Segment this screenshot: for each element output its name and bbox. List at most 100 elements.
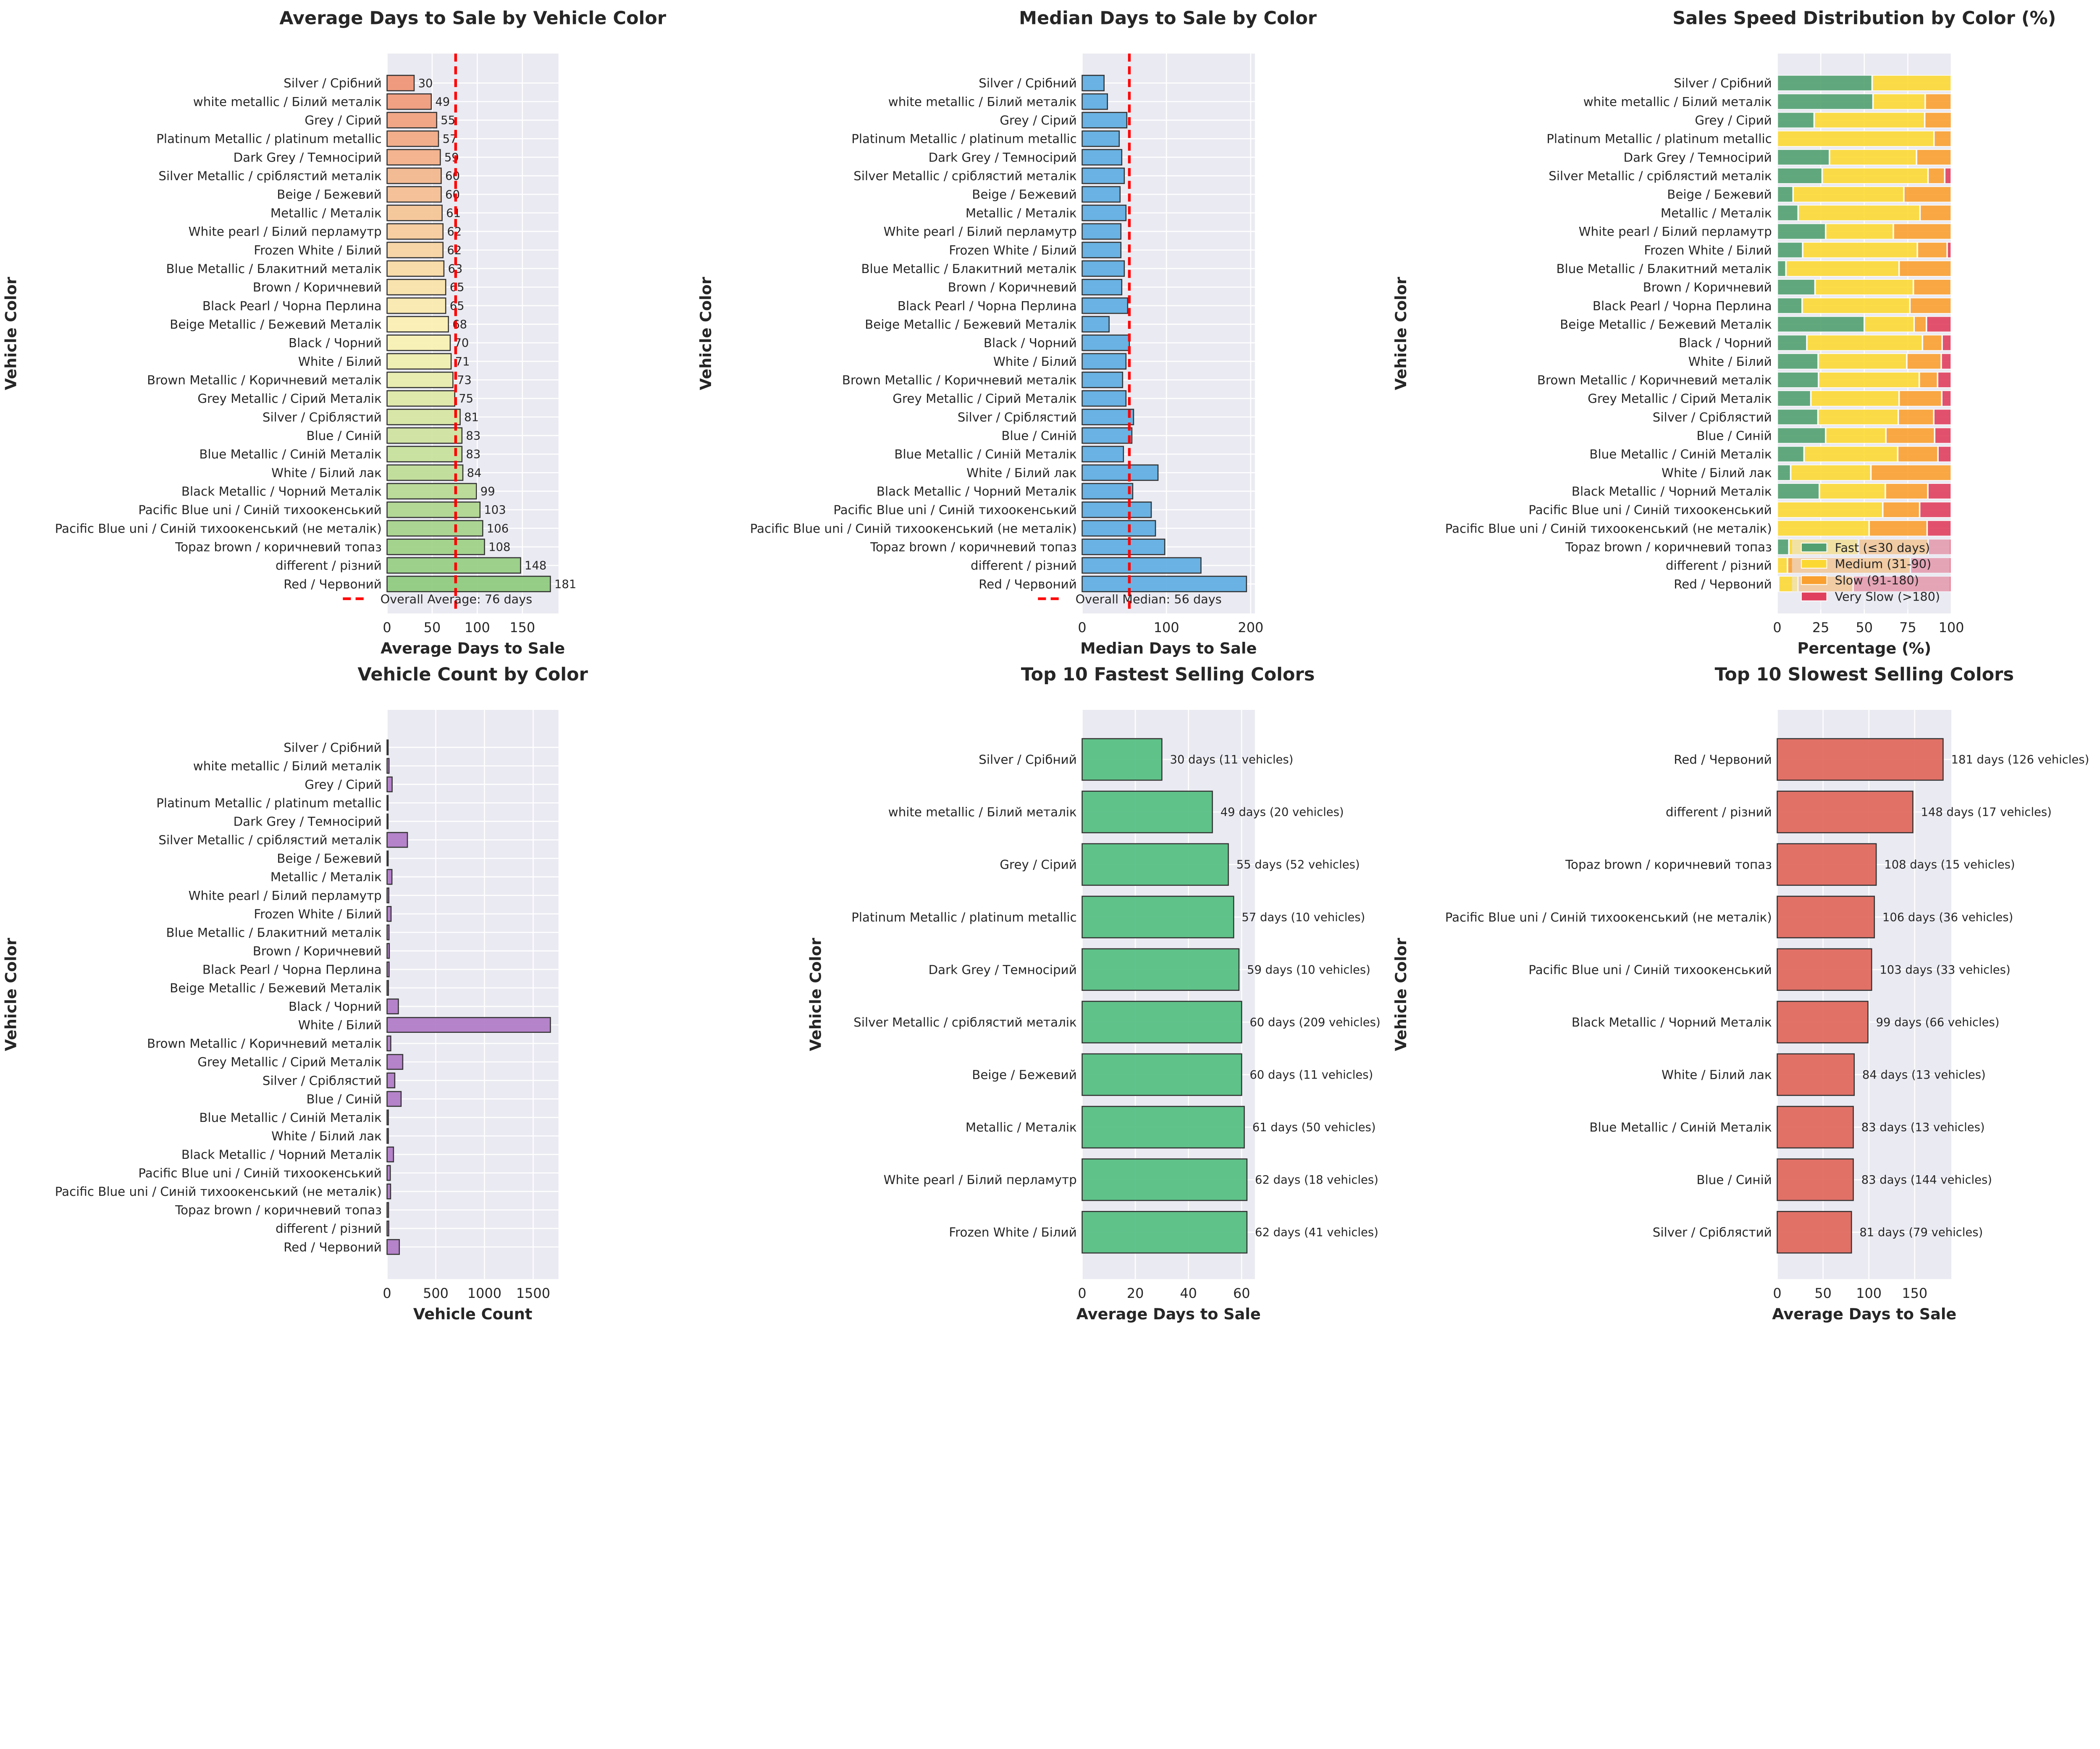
bar-data-label: 30 days (11 vehicles) (1170, 754, 1294, 767)
stacked-bar-segment (1818, 409, 1898, 425)
bar (386, 1035, 391, 1051)
bar (1082, 1106, 1245, 1149)
bar (386, 887, 390, 903)
bar-data-label: 57 days (10 vehicles) (1242, 911, 1365, 924)
stacked-bar-segment (1777, 576, 1779, 592)
bar (386, 924, 390, 940)
x-tick-label: 0 (383, 620, 391, 636)
stacked-bar-segment (1907, 353, 1941, 370)
x-tick-label: 0 (1078, 620, 1086, 636)
stacked-bar-segment (1807, 334, 1923, 351)
bar (386, 1091, 402, 1107)
bar-value-label: 61 (446, 207, 461, 220)
bar (386, 520, 483, 537)
y-tick-label: Metallic / Металік (1661, 206, 1772, 220)
bar (386, 1072, 396, 1089)
stacked-bar-segment (1777, 409, 1818, 425)
bar (386, 427, 463, 444)
bar-data-label: 61 days (50 vehicles) (1252, 1121, 1376, 1134)
chart-1: 0 100 200 Silver / Срібний white metallic / … (697, 8, 1317, 657)
stacked-bar-segment (1777, 334, 1807, 351)
bar (1777, 738, 1944, 781)
bar (1082, 538, 1166, 555)
stacked-bar-segment (1793, 186, 1904, 202)
x-tick-label: 100 (1856, 1285, 1882, 1301)
x-tick-label: 0 (383, 1285, 391, 1301)
chart-4: 0 20 40 60 Silver / Срібний white metallic / … (807, 664, 1381, 1323)
y-tick-label: different / різний (1666, 559, 1772, 573)
stacked-bar-segment (1777, 75, 1872, 91)
y-tick-label: Blue Metallic / Синій Металік (199, 447, 381, 462)
bar (1082, 483, 1134, 500)
y-tick-label: Metallic / Металік (270, 206, 382, 220)
bar-value-label: 103 (484, 504, 506, 517)
stacked-bar-segment (1790, 465, 1871, 481)
stacked-bar-segment (1777, 353, 1818, 370)
stacked-bar-segment (1777, 557, 1788, 574)
y-tick-label: white metallic / Білий металік (1583, 95, 1772, 109)
bar (1082, 112, 1128, 129)
bar (1082, 167, 1125, 184)
y-tick-label: Blue / Синій (1001, 428, 1076, 443)
bar-data-label: 99 days (66 vehicles) (1876, 1016, 2000, 1029)
y-tick-label: Dark Grey / Темносірий (929, 150, 1077, 165)
y-tick-label: Black Pearl / Чорна Перлина (898, 299, 1077, 313)
y-tick-label: Beige Metallic / Бежевий Металік (170, 981, 382, 995)
y-tick-label: white metallic / Білий металік (888, 805, 1077, 819)
stacked-bar-segment (1777, 520, 1869, 536)
y-tick-label: Black Metallic / Чорний Металік (181, 1148, 382, 1162)
stacked-bar-segment (1777, 446, 1804, 462)
bar (386, 850, 389, 867)
y-tick-label: White / Білий (1688, 355, 1772, 369)
stacked-bar-segment (1777, 149, 1830, 165)
stacked-bar-segment (1934, 131, 1951, 147)
y-tick-label: Brown Metallic / Коричневий металік (842, 373, 1077, 387)
bar (1777, 896, 1875, 938)
y-tick-label: Brown Metallic / Коричневий металік (1537, 373, 1772, 387)
y-axis-label: Vehicle Color (1392, 938, 1410, 1051)
y-tick-label: Red / Червоний (1674, 753, 1772, 767)
stacked-bar-segment (1899, 260, 1951, 277)
y-tick-label: Platinum Metallic / platinum metallic (1546, 132, 1772, 146)
stacked-bar-segment (1777, 372, 1819, 388)
bar (1082, 575, 1247, 592)
stacked-bar-segment (1920, 205, 1951, 221)
bar (1082, 520, 1156, 537)
stacked-bar-segment (1777, 483, 1819, 499)
y-tick-label: White / Білий (298, 1018, 382, 1032)
bar (1082, 843, 1229, 886)
bar (386, 130, 439, 147)
stacked-bar-segment (1925, 93, 1951, 110)
y-tick-label: White / Білий лак (1662, 466, 1772, 480)
bar-value-label: 83 (466, 448, 480, 461)
y-axis-label: Vehicle Color (697, 277, 715, 390)
y-tick-label: Black Pearl / Чорна Перлина (1593, 299, 1772, 313)
y-tick-label: Pacific Blue uni / Синій тихоокенський (138, 503, 381, 517)
stacked-bar-segment (1928, 168, 1945, 184)
bar (1082, 409, 1134, 425)
bar (1777, 1001, 1869, 1044)
bar-value-label: 83 (466, 430, 480, 443)
bar-value-label: 65 (450, 299, 465, 313)
bar (1082, 738, 1163, 781)
x-tick-label: 150 (509, 620, 535, 636)
bar (386, 575, 551, 592)
bar-value-label: 181 (554, 578, 576, 591)
y-axis-label: Vehicle Color (1392, 277, 1410, 390)
y-tick-label: Beige Metallic / Бежевий Металік (170, 317, 382, 331)
stacked-bar-segment (1941, 353, 1951, 370)
y-tick-label: Silver / Сріблястий (262, 410, 382, 424)
bar-value-label: 106 (487, 522, 509, 535)
y-tick-label: Metallic / Металік (966, 206, 1077, 220)
bar-value-label: 99 (480, 485, 495, 498)
y-tick-label: Silver / Срібний (284, 741, 382, 755)
stacked-bar-segment (1777, 168, 1822, 184)
y-tick-label: Grey / Сірий (304, 777, 381, 792)
bar (386, 813, 389, 830)
bar-data-label: 108 days (15 vehicles) (1884, 859, 2015, 872)
stacked-bar-segment (1913, 279, 1951, 295)
y-tick-label: Black / Чорний (289, 1000, 382, 1014)
chart-title: Sales Speed Distribution by Color (%) (1672, 8, 2056, 29)
stacked-bar-segment (1886, 427, 1935, 444)
y-tick-label: Black Pearl / Чорна Перлина (202, 299, 382, 313)
